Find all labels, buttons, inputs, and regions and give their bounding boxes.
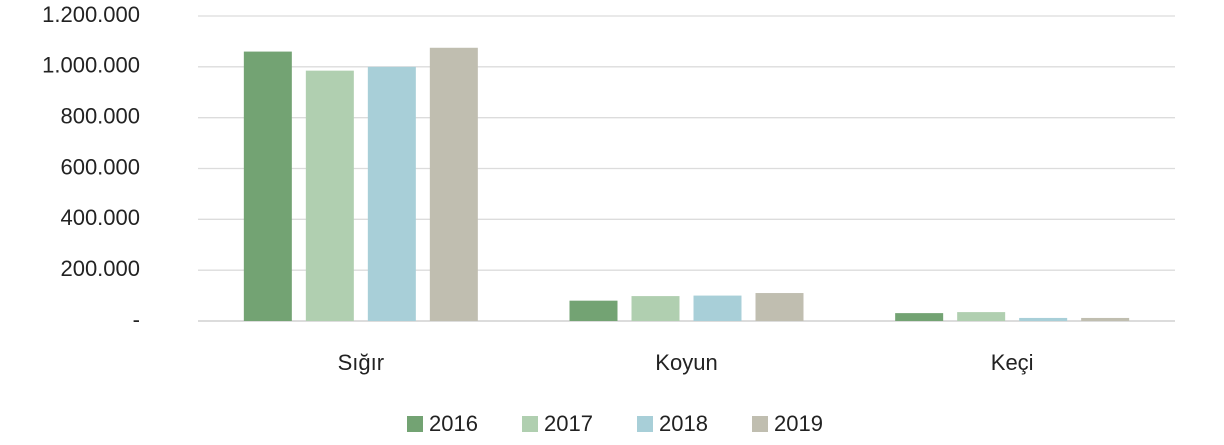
legend-label: 2016 xyxy=(429,411,478,436)
y-tick-label: 200.000 xyxy=(60,256,140,281)
bar xyxy=(957,312,1006,321)
legend-swatch xyxy=(637,416,653,432)
bar xyxy=(631,296,680,321)
legend-swatch xyxy=(407,416,423,432)
legend-swatch xyxy=(752,416,768,432)
bar xyxy=(895,313,944,321)
x-tick-label: Koyun xyxy=(655,350,717,375)
bar xyxy=(1081,317,1130,321)
legend-label: 2019 xyxy=(774,411,823,436)
y-tick-label: 1.000.000 xyxy=(42,53,140,78)
x-tick-label: Sığır xyxy=(338,350,384,375)
bar xyxy=(693,295,742,321)
bar xyxy=(367,66,416,321)
y-tick-label: - xyxy=(133,307,140,332)
bar xyxy=(755,293,804,321)
legend-label: 2017 xyxy=(544,411,593,436)
legend-swatch xyxy=(522,416,538,432)
bar xyxy=(569,300,618,321)
bar xyxy=(1019,317,1068,321)
bar xyxy=(429,47,478,321)
bar xyxy=(243,51,292,321)
y-tick-label: 1.200.000 xyxy=(42,2,140,27)
bar xyxy=(305,70,354,321)
legend-label: 2018 xyxy=(659,411,708,436)
y-tick-label: 400.000 xyxy=(60,205,140,230)
y-tick-label: 800.000 xyxy=(60,103,140,128)
x-tick-label: Keçi xyxy=(991,350,1034,375)
y-tick-label: 600.000 xyxy=(60,154,140,179)
